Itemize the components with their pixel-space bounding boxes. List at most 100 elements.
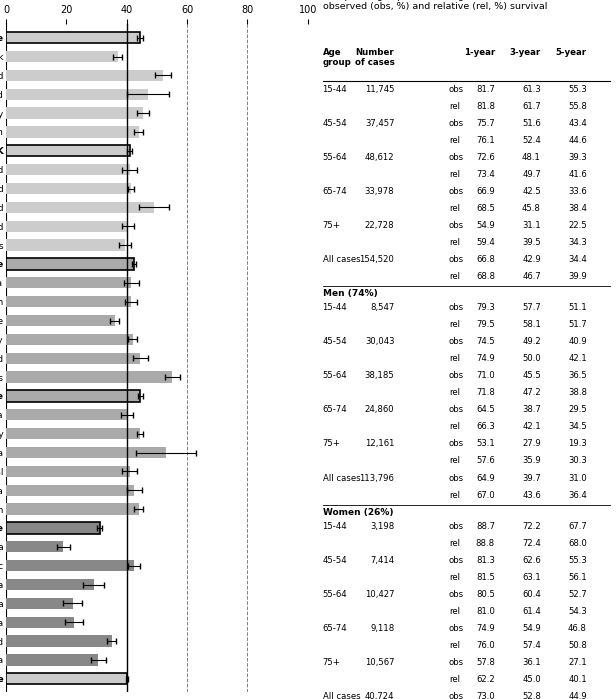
Text: obs: obs <box>449 152 464 161</box>
Text: obs: obs <box>449 658 464 668</box>
Text: obs: obs <box>449 624 464 633</box>
Text: 39.9: 39.9 <box>568 272 587 281</box>
Text: 38.8: 38.8 <box>568 389 587 398</box>
Text: Men (74%): Men (74%) <box>323 289 377 298</box>
Bar <box>6 108 144 119</box>
Text: 19.3: 19.3 <box>568 440 587 449</box>
Text: 51.6: 51.6 <box>522 119 541 128</box>
Bar <box>6 70 163 81</box>
Text: 88.8: 88.8 <box>476 539 495 548</box>
Bar <box>6 371 172 383</box>
Text: rel: rel <box>449 573 460 582</box>
Text: 34.5: 34.5 <box>568 422 587 431</box>
Text: rel: rel <box>449 491 460 500</box>
Bar <box>6 296 131 308</box>
Text: obs: obs <box>449 254 464 264</box>
Text: 36.4: 36.4 <box>568 491 587 500</box>
Text: 47.2: 47.2 <box>522 389 541 398</box>
Text: 62.2: 62.2 <box>476 675 495 684</box>
Text: 3-year: 3-year <box>509 48 541 57</box>
Bar <box>6 466 130 477</box>
Text: 52.8: 52.8 <box>522 692 541 699</box>
Text: obs: obs <box>449 338 464 346</box>
Text: 38.4: 38.4 <box>568 203 587 212</box>
Text: 43.6: 43.6 <box>522 491 541 500</box>
Text: 29.5: 29.5 <box>568 405 587 415</box>
Bar <box>6 447 166 458</box>
Text: 15-44: 15-44 <box>323 522 347 531</box>
Text: rel: rel <box>449 675 460 684</box>
Text: 52.4: 52.4 <box>522 136 541 145</box>
Text: 1-year: 1-year <box>464 48 495 57</box>
Text: 60.4: 60.4 <box>522 590 541 599</box>
Text: 71.8: 71.8 <box>476 389 495 398</box>
Bar <box>6 183 131 194</box>
Text: 54.3: 54.3 <box>568 607 587 616</box>
Text: 15-44: 15-44 <box>323 85 347 94</box>
Text: rel: rel <box>449 641 460 650</box>
Text: obs: obs <box>449 303 464 312</box>
Text: rel: rel <box>449 354 460 363</box>
Text: 73.4: 73.4 <box>476 170 495 179</box>
Text: 31.0: 31.0 <box>568 473 587 482</box>
Text: 61.7: 61.7 <box>522 101 541 110</box>
Text: rel: rel <box>449 101 460 110</box>
Text: 33.6: 33.6 <box>568 187 587 196</box>
Text: All cases: All cases <box>323 473 360 482</box>
Bar <box>6 315 115 326</box>
Text: 55.3: 55.3 <box>568 556 587 565</box>
Text: 12,161: 12,161 <box>365 440 394 449</box>
Text: 11,745: 11,745 <box>365 85 394 94</box>
Text: 81.5: 81.5 <box>476 573 495 582</box>
Text: rel: rel <box>449 272 460 281</box>
Text: obs: obs <box>449 371 464 380</box>
Text: All cases: All cases <box>323 254 360 264</box>
Text: 65-74: 65-74 <box>323 405 347 415</box>
Text: 50.0: 50.0 <box>522 354 541 363</box>
Text: obs: obs <box>449 692 464 699</box>
Text: 65-74: 65-74 <box>323 187 347 196</box>
Bar <box>6 51 118 62</box>
Text: 24,860: 24,860 <box>365 405 394 415</box>
Text: 42.1: 42.1 <box>522 422 541 431</box>
Text: 57.4: 57.4 <box>522 641 541 650</box>
Bar <box>6 390 140 402</box>
Text: 45.5: 45.5 <box>522 371 541 380</box>
Bar <box>6 127 139 138</box>
Bar <box>6 503 139 514</box>
Text: 63.1: 63.1 <box>522 573 541 582</box>
Text: 79.3: 79.3 <box>476 303 495 312</box>
Text: Number
of cases: Number of cases <box>355 48 394 67</box>
Bar <box>6 202 154 213</box>
Text: rel: rel <box>449 389 460 398</box>
Text: 35.9: 35.9 <box>522 456 541 466</box>
Text: 8,547: 8,547 <box>370 303 394 312</box>
Text: 57.8: 57.8 <box>476 658 495 668</box>
Text: 44.9: 44.9 <box>568 692 587 699</box>
Text: 34.4: 34.4 <box>568 254 587 264</box>
Text: 53.1: 53.1 <box>476 440 495 449</box>
Text: 76.1: 76.1 <box>476 136 495 145</box>
Text: 45-54: 45-54 <box>323 338 347 346</box>
Text: Women (26%): Women (26%) <box>323 507 393 517</box>
Text: 72.6: 72.6 <box>476 152 495 161</box>
Text: 74.9: 74.9 <box>476 354 495 363</box>
Text: 57.6: 57.6 <box>476 456 495 466</box>
Text: 74.5: 74.5 <box>476 338 495 346</box>
Text: rel: rel <box>449 136 460 145</box>
Text: 75+: 75+ <box>323 440 341 449</box>
Text: obs: obs <box>449 187 464 196</box>
Text: 59.4: 59.4 <box>476 238 495 247</box>
Text: 72.4: 72.4 <box>522 539 541 548</box>
Text: 75+: 75+ <box>323 221 341 230</box>
Text: 22.5: 22.5 <box>568 221 587 230</box>
Text: 34.3: 34.3 <box>568 238 587 247</box>
Text: 66.9: 66.9 <box>476 187 495 196</box>
Bar <box>6 333 133 345</box>
Text: 5-year: 5-year <box>556 48 587 57</box>
Text: 88.7: 88.7 <box>476 522 495 531</box>
Text: 80.5: 80.5 <box>476 590 495 599</box>
Text: 57.7: 57.7 <box>522 303 541 312</box>
Text: obs: obs <box>449 119 464 128</box>
Text: 71.0: 71.0 <box>476 371 495 380</box>
